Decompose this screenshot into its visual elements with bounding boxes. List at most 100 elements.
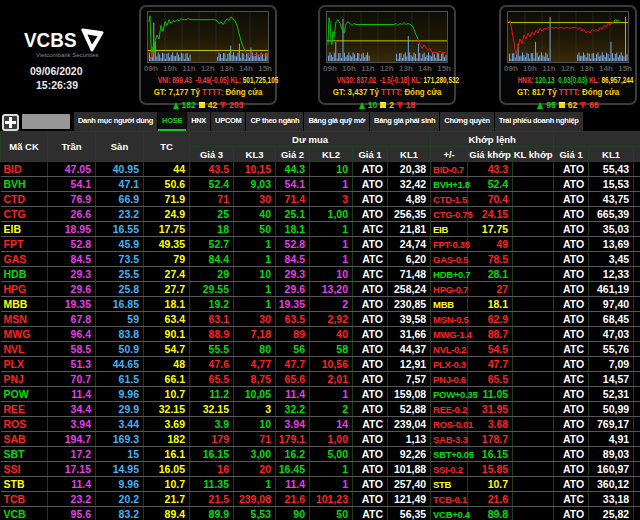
match-price-cell: 52.4 bbox=[468, 177, 513, 192]
match-vol-cell bbox=[513, 462, 554, 477]
floor-cell: 9.96 bbox=[96, 387, 144, 402]
symbol-cell[interactable]: ROS bbox=[1, 417, 48, 432]
col-floor: Sàn bbox=[96, 132, 144, 162]
buy-cell: 32.2 bbox=[276, 402, 310, 417]
floor-cell: 83.8 bbox=[96, 327, 144, 342]
col-vol1: KL1 bbox=[388, 147, 431, 162]
buy-cell: 1 bbox=[310, 462, 353, 477]
sell-vol1-cell: 360,12 bbox=[589, 477, 634, 492]
symbol-cell[interactable]: POW bbox=[1, 387, 48, 402]
tab-danh-mục-người-dùng[interactable]: Danh mục người dùng bbox=[74, 112, 157, 131]
sell-vol1-cell: 160,97 bbox=[589, 462, 634, 477]
buy-price1-cell: ATC bbox=[353, 507, 388, 520]
buy-cell: 13,20 bbox=[310, 282, 353, 297]
index-chart-VNI bbox=[147, 11, 269, 63]
sell-price1-cell: ATO bbox=[554, 222, 589, 237]
symbol-cell[interactable]: CTG bbox=[1, 207, 48, 222]
buy-cell: 8,75 bbox=[234, 372, 276, 387]
symbol-cell[interactable]: FPT bbox=[1, 237, 48, 252]
cut-cell bbox=[634, 192, 640, 207]
symbol-cell[interactable]: EIB bbox=[1, 222, 48, 237]
index-turnover: GT: 7,177 Tỷ TTTT: Đóng cửa bbox=[149, 87, 267, 97]
floor-cell: 14.95 bbox=[96, 462, 144, 477]
symbol-cell[interactable]: NVL bbox=[1, 342, 48, 357]
symbol-cell[interactable]: PLX bbox=[1, 357, 48, 372]
ceiling-cell: 11.4 bbox=[48, 387, 96, 402]
tab-bảng-giá-phái-sinh[interactable]: Bảng giá phái sinh bbox=[370, 112, 439, 131]
buy-cell: 21.6 bbox=[276, 492, 310, 507]
buy-cell: 63.1 bbox=[190, 312, 234, 327]
symbol-cell[interactable]: HPG bbox=[1, 282, 48, 297]
symbol-cell[interactable]: MBB bbox=[1, 297, 48, 312]
cut-cell bbox=[634, 507, 640, 520]
symbol-cell[interactable]: SSI bbox=[1, 462, 48, 477]
symbol-search-input[interactable] bbox=[22, 114, 70, 129]
buy-price1-cell: ATC bbox=[353, 252, 388, 267]
symbol-cell[interactable]: STB bbox=[1, 477, 48, 492]
tab-bảng-giá-quỹ-mở[interactable]: Bảng giá quỹ mở bbox=[304, 112, 369, 131]
match-vol-cell bbox=[513, 327, 554, 342]
buy-price1-cell: ATO bbox=[353, 387, 388, 402]
match-price-cell: 47.7 bbox=[468, 357, 513, 372]
sell-price1-cell: ATO bbox=[554, 507, 589, 520]
symbol-cell[interactable]: PNJ bbox=[1, 372, 48, 387]
buy-vol1-cell: 44,37 bbox=[388, 342, 431, 357]
reference-cell: 79 bbox=[144, 252, 190, 267]
symbol-cell[interactable]: BID bbox=[1, 162, 48, 177]
buy-cell: 7,18 bbox=[234, 327, 276, 342]
sell-vol1-cell: 50,99 bbox=[589, 402, 634, 417]
match-vol-cell bbox=[513, 237, 554, 252]
symbol-cell[interactable]: MWG bbox=[1, 327, 48, 342]
match-vol-cell bbox=[513, 312, 554, 327]
symbol-cell[interactable]: VCB bbox=[1, 507, 48, 520]
change-cell: SAB-3.3 bbox=[431, 432, 468, 447]
stock-board: VCBS Vietcombank Securities 09/06/2020 1… bbox=[0, 0, 640, 520]
buy-cell: 30 bbox=[234, 312, 276, 327]
buy-cell: 71.4 bbox=[276, 192, 310, 207]
symbol-cell[interactable]: HDB bbox=[1, 267, 48, 282]
up-arrow-icon bbox=[537, 102, 543, 109]
symbol-cell[interactable]: MSN bbox=[1, 312, 48, 327]
change-cell: SSI-0.2 bbox=[431, 462, 468, 477]
ceiling-cell: 76.9 bbox=[48, 192, 96, 207]
vcbs-logo-icon bbox=[80, 28, 104, 52]
tab-hnx[interactable]: HNX bbox=[187, 112, 210, 131]
change-cell: MWG-1.4 bbox=[431, 327, 468, 342]
buy-cell: 1 bbox=[234, 297, 276, 312]
cut-cell bbox=[634, 462, 640, 477]
row-HPG: HPG29.625.827.729.55129.613,20ATO258,24H… bbox=[1, 282, 640, 297]
ceiling-cell: 3.94 bbox=[48, 417, 96, 432]
sell-vol1-cell: 13,69 bbox=[589, 237, 634, 252]
tab-trái-phiếu-doanh-nghiệp[interactable]: Trái phiếu doanh nghiệp bbox=[495, 112, 583, 131]
group-match: Khớp lệnh bbox=[431, 132, 554, 147]
buy-cell: 43.5 bbox=[190, 162, 234, 177]
symbol-cell[interactable]: BVH bbox=[1, 177, 48, 192]
reference-cell: 182 bbox=[144, 432, 190, 447]
reference-cell: 48 bbox=[144, 357, 190, 372]
tab-hose[interactable]: HOSE bbox=[158, 112, 186, 131]
symbol-cell[interactable]: GAS bbox=[1, 252, 48, 267]
reference-cell: 27.7 bbox=[144, 282, 190, 297]
ceiling-cell: 51.3 bbox=[48, 357, 96, 372]
buy-cell: 1 bbox=[310, 222, 353, 237]
buy-cell: 1 bbox=[310, 387, 353, 402]
buy-cell: 1 bbox=[234, 282, 276, 297]
symbol-cell[interactable]: SBT bbox=[1, 447, 48, 462]
reference-cell: 17.75 bbox=[144, 222, 190, 237]
symbol-cell[interactable]: TCB bbox=[1, 492, 48, 507]
floor-cell: 16.55 bbox=[96, 222, 144, 237]
match-price-cell: 43.3 bbox=[468, 162, 513, 177]
add-button[interactable] bbox=[2, 114, 19, 131]
match-price-cell: 65.5 bbox=[468, 372, 513, 387]
symbol-cell[interactable]: CTD bbox=[1, 192, 48, 207]
tab-cp-theo-ngành[interactable]: CP theo ngành bbox=[246, 112, 303, 131]
buy-cell: 65.6 bbox=[276, 372, 310, 387]
tab-chứng-quyền[interactable]: Chứng quyền bbox=[440, 112, 493, 131]
col-price2: Giá 2 bbox=[276, 147, 310, 162]
symbol-cell[interactable]: REE bbox=[1, 402, 48, 417]
tab-upcom[interactable]: UPCOM bbox=[211, 112, 245, 131]
symbol-cell[interactable]: SAB bbox=[1, 432, 48, 447]
row-BVH: BVH54.147.150.652.49,0354.11ATO32,42BVH+… bbox=[1, 177, 640, 192]
match-vol-cell bbox=[513, 297, 554, 312]
ceiling-cell: 58.5 bbox=[48, 342, 96, 357]
